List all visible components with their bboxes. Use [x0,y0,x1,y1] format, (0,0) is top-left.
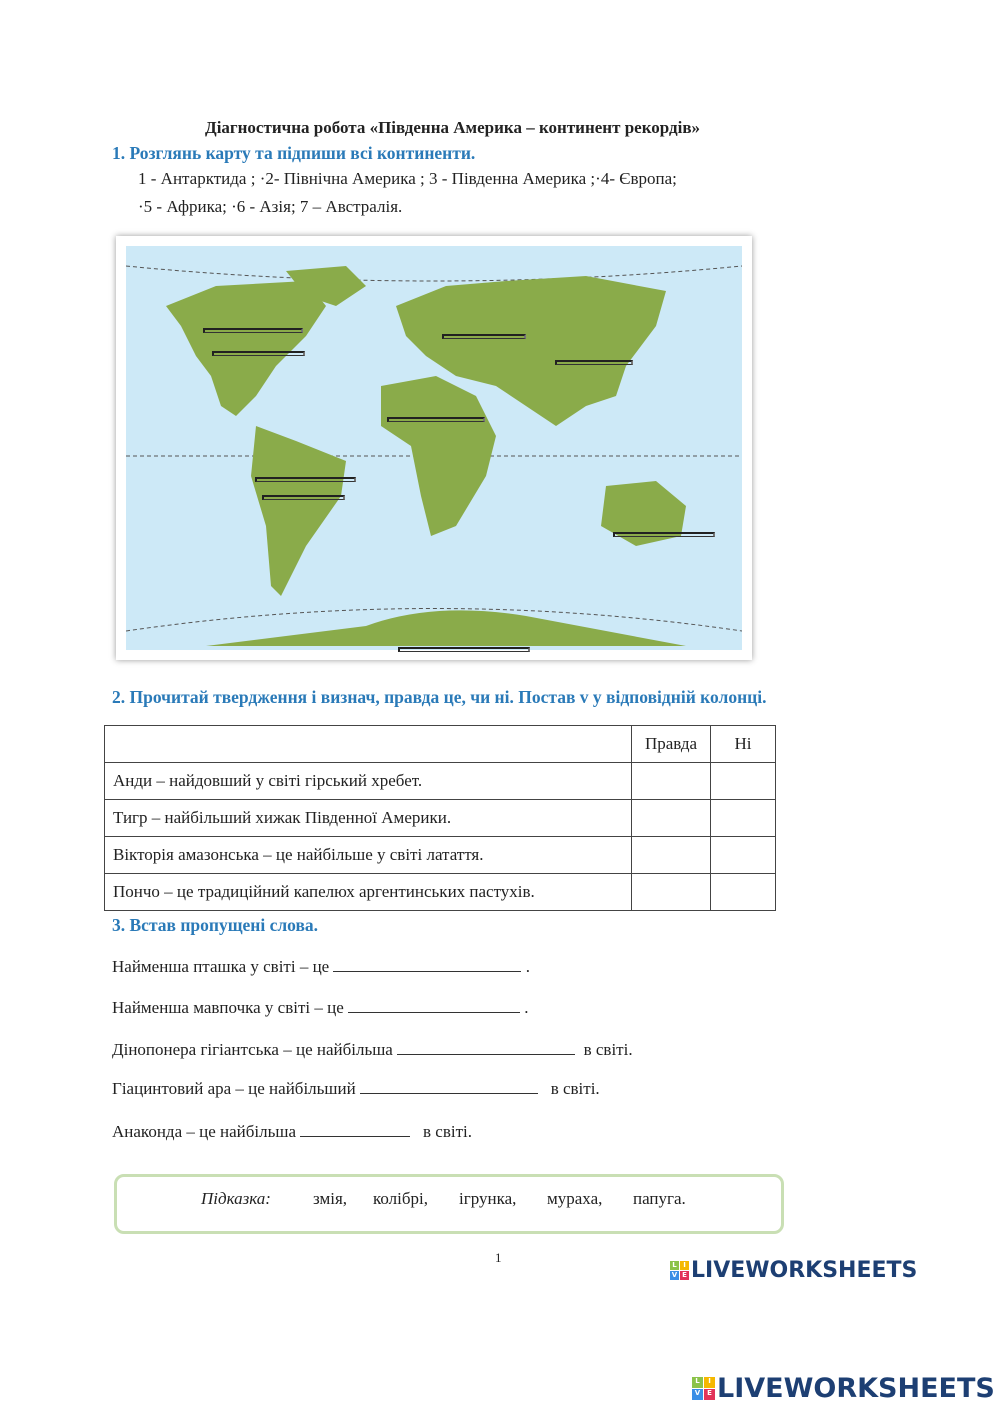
fill-sentence: Найменша пташка у світі – це . [112,957,530,977]
map-label-input[interactable] [255,477,356,482]
page-number: 1 [495,1250,502,1265]
header-statement [104,725,632,763]
world-map [116,236,752,660]
table-row: Пончо – це традиційний капелюх аргентинс… [104,873,776,911]
task3-heading: 3. Встав пропущені слова. [112,915,319,935]
fill-sentence: Дінопонера гігіантська – це найбільша в … [112,1040,633,1060]
sentence-start: Найменша пташка у світі – це [112,957,330,976]
header-true: Правда [631,725,711,763]
map-label-input[interactable] [262,495,345,500]
true-cell[interactable] [631,873,711,911]
true-cell[interactable] [631,836,711,874]
sentence-end: . [525,957,530,976]
map-label-input[interactable] [555,360,633,365]
header-false: Ні [710,725,776,763]
sentence-start: Дінопонера гігіантська – це найбільша [112,1040,393,1059]
true-cell[interactable] [631,762,711,800]
logo-text: LIVEWORKSHEETS [691,1258,918,1283]
task1-legend-line2: ·5 - Африка; ·6 - Азія; 7 – Австралія. [138,197,403,216]
answer-blank[interactable] [333,957,522,972]
fill-sentence: Анаконда – це найбільша в світі. [112,1122,472,1142]
false-cell[interactable] [710,762,776,800]
table-row: Анди – найдовший у світі гірський хребет… [104,762,776,800]
hint-label: Підказка: [201,1189,271,1208]
hint-word: змія, [313,1189,348,1208]
task2-heading: 2. Прочитай твердження і визнач, правда … [112,687,767,707]
map-label-input[interactable] [203,328,303,333]
fill-sentence: Найменша мавпочка у світі – це . [112,998,529,1018]
hint-word: папуга. [633,1189,686,1208]
statement: Тигр – найбільший хижак Південної Америк… [104,799,632,837]
true-false-table: Правда Ні Анди – найдовший у світі гірсь… [104,725,776,911]
sentence-start: Гіацинтовий ара – це найбільший [112,1079,356,1098]
statement: Вікторія амазонська – це найбільше у сві… [104,836,632,874]
table-row: Тигр – найбільший хижак Південної Америк… [104,799,776,837]
statement: Анди – найдовший у світі гірський хребет… [104,762,632,800]
sentence-start: Найменша мавпочка у світі – це [112,998,344,1017]
map-label-input[interactable] [442,334,526,339]
task1-legend-line1: 1 - Антарктида ; ·2- Північна Америка ; … [138,169,677,188]
sentence-end: в світі. [423,1122,472,1141]
hint-word: мураха, [547,1189,603,1208]
sentence-end: . [524,998,529,1017]
sentence-end: в світі. [583,1040,633,1059]
map-label-input[interactable] [212,351,305,356]
answer-blank[interactable] [359,1079,538,1094]
false-cell[interactable] [710,873,776,911]
logo-text: LIVEWORKSHEETS [717,1373,995,1404]
table-header-row: Правда Ні [104,725,776,763]
sentence-start: Анаконда – це найбільша [112,1122,296,1141]
page-title: Діагностична робота «Південна Америка – … [205,118,701,137]
answer-blank[interactable] [300,1122,411,1137]
map-label-input[interactable] [613,532,715,537]
answer-blank[interactable] [397,1040,576,1055]
fill-sentence: Гіацинтовий ара – це найбільший в світі. [112,1079,600,1099]
true-cell[interactable] [631,799,711,837]
hint-word: колібрі, [373,1189,429,1208]
answer-blank[interactable] [348,998,521,1013]
statement: Пончо – це традиційний капелюх аргентинс… [104,873,632,911]
table-row: Вікторія амазонська – це найбільше у сві… [104,836,776,874]
hint-box: Підказка: змія, колібрі, ігрунка, мураха… [114,1174,784,1234]
world-map-image [126,246,742,650]
map-label-input[interactable] [398,647,530,652]
task1-heading: 1. Розглянь карту та підпиши всі контине… [112,143,476,163]
hint-word: ігрунка, [459,1189,517,1208]
map-label-input[interactable] [387,417,485,422]
false-cell[interactable] [710,799,776,837]
false-cell[interactable] [710,836,776,874]
sentence-end: в світі. [550,1079,600,1098]
